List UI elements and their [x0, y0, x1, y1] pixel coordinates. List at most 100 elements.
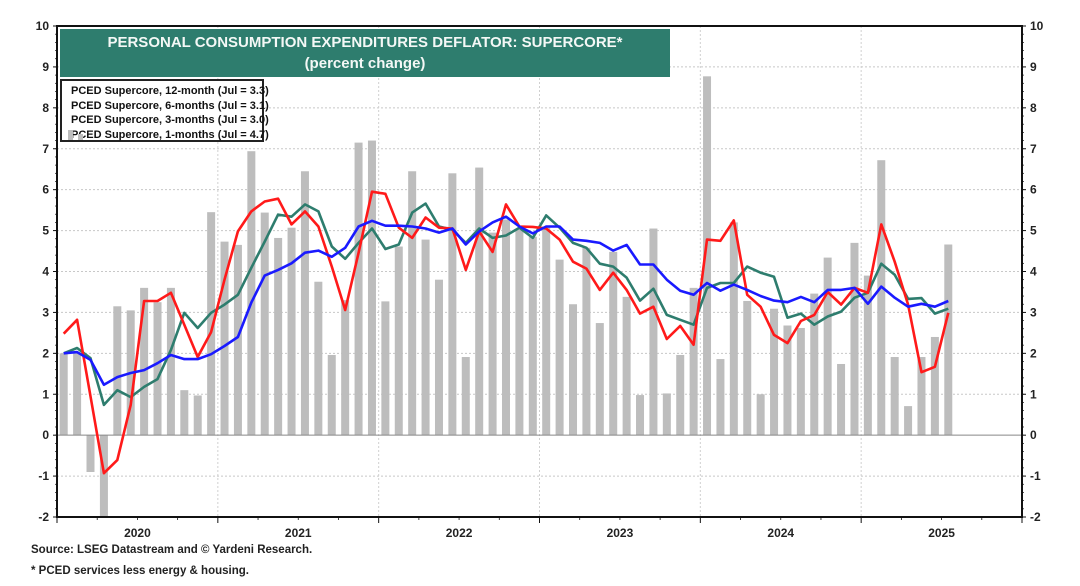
x-axis: 2020 2021 2022 2023 2024 2025	[56, 517, 1023, 540]
bar	[327, 354, 336, 436]
y-tick-label: 5	[1030, 224, 1037, 238]
y-tick-label: 4	[1030, 265, 1037, 279]
legend-item-3-months: PCED Supercore, 3-months (Jul = 3.0)	[66, 113, 269, 128]
bar	[166, 287, 175, 436]
source-note: Source: LSEG Datastream and © Yardeni Re…	[31, 544, 313, 556]
y-tick-label: 0	[1030, 428, 1037, 442]
bar	[99, 435, 108, 517]
bar	[113, 306, 122, 436]
y-tick-label: 4	[42, 265, 49, 279]
bar	[944, 244, 953, 436]
bar	[59, 353, 68, 436]
y-tick-label: 7	[42, 142, 49, 156]
bar	[783, 325, 792, 436]
footnote: * PCED services less energy & housing.	[31, 565, 249, 577]
y-tick-label: 7	[1030, 142, 1037, 156]
bar	[233, 244, 242, 436]
bar	[180, 390, 189, 436]
bar	[877, 160, 886, 436]
legend-item-6-months: PCED Supercore, 6-months (Jul = 3.1)	[66, 99, 269, 114]
bar	[917, 357, 926, 436]
y-tick-label: 1	[42, 387, 49, 401]
bar	[501, 219, 510, 436]
bar	[461, 357, 470, 436]
bar	[609, 251, 618, 436]
bar	[394, 246, 403, 436]
bar	[193, 395, 202, 436]
y-tick-label: 10	[36, 19, 50, 33]
legend-item-1-months: PCED Supercore, 1-months (Jul = 4.7)	[66, 128, 269, 143]
line-6-months	[63, 202, 949, 407]
bar	[662, 393, 671, 436]
bar	[569, 304, 578, 436]
x-year-label: 2020	[124, 526, 151, 540]
legend-label: PCED Supercore, 3-months (Jul = 3.0)	[71, 114, 269, 127]
chart-subtitle: (percent change)	[304, 55, 426, 72]
bar	[676, 354, 685, 436]
bar	[528, 236, 537, 436]
bar	[367, 140, 376, 436]
bar	[770, 308, 779, 436]
bar	[649, 228, 658, 436]
x-year-label: 2023	[607, 526, 634, 540]
bar	[595, 323, 604, 436]
bar	[220, 241, 229, 436]
y-tick-label: 6	[1030, 183, 1037, 197]
bar	[421, 239, 430, 436]
bar	[247, 151, 256, 436]
x-year-label: 2025	[928, 526, 955, 540]
chart-title: PERSONAL CONSUMPTION EXPENDITURES DEFLAT…	[107, 34, 623, 51]
legend-label: PCED Supercore, 12-month (Jul = 3.3)	[71, 85, 269, 98]
bar	[716, 359, 725, 436]
bar	[636, 395, 645, 436]
line-12-month	[63, 215, 949, 387]
legend-item-12-month: PCED Supercore, 12-month (Jul = 3.3)	[66, 84, 269, 99]
y-tick-label: 3	[42, 305, 49, 319]
bar	[823, 257, 832, 436]
bar	[515, 229, 524, 436]
bar	[86, 435, 95, 472]
bar	[475, 167, 484, 436]
y-tick-label: 9	[42, 60, 49, 74]
bar	[863, 275, 872, 436]
x-year-label: 2022	[446, 526, 473, 540]
bar	[810, 293, 819, 436]
bar	[434, 279, 443, 436]
bar	[930, 336, 939, 436]
bar	[729, 222, 738, 436]
legend: PCED Supercore, 12-month (Jul = 3.3) PCE…	[60, 79, 269, 143]
bar	[904, 406, 913, 436]
y-axis-right: -2 -1 0 1 2 3 4 5 6 7 8 9 10	[1022, 19, 1044, 524]
bar	[274, 237, 283, 436]
bar	[703, 76, 712, 436]
bar	[890, 357, 899, 436]
y-tick-label: 5	[42, 224, 49, 238]
x-year-label: 2021	[285, 526, 312, 540]
bar	[622, 296, 631, 436]
bar	[582, 247, 591, 436]
bar	[341, 300, 350, 436]
bar-series-1-month	[59, 76, 953, 517]
y-tick-label: 8	[42, 101, 49, 115]
bar	[140, 287, 149, 436]
bar	[354, 142, 363, 436]
y-tick-label: 6	[42, 183, 49, 197]
bar	[287, 227, 296, 436]
bar	[153, 302, 162, 436]
y-tick-label: 8	[1030, 101, 1037, 115]
y-tick-label: 1	[1030, 387, 1037, 401]
chart-title-box: PERSONAL CONSUMPTION EXPENDITURES DEFLAT…	[60, 29, 670, 77]
bar	[689, 287, 698, 436]
bar	[555, 259, 564, 436]
bar	[488, 232, 497, 436]
bar	[408, 171, 417, 436]
y-tick-label: -2	[38, 510, 49, 524]
line-series	[62, 190, 950, 475]
bar	[260, 212, 269, 436]
bar	[542, 226, 551, 436]
bar	[73, 353, 82, 436]
y-tick-label: -1	[38, 469, 49, 483]
y-tick-label: 2	[1030, 346, 1037, 360]
y-tick-label: -2	[1030, 510, 1041, 524]
